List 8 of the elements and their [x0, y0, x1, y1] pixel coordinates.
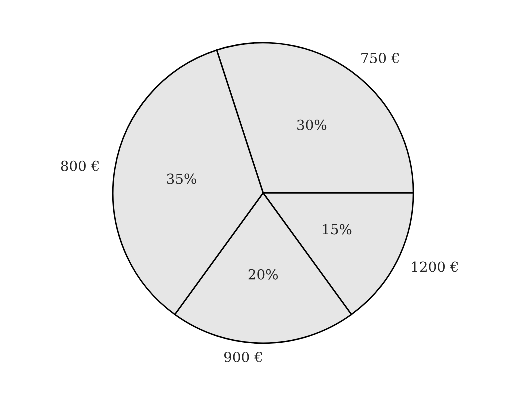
data-label: 35%: [167, 174, 196, 184]
data-label: 30%: [298, 120, 327, 130]
data-label: 15%: [323, 224, 352, 235]
slice-label: 1200 €: [412, 262, 458, 272]
slice-label: 800 €: [61, 160, 100, 172]
data-label: 20%: [248, 269, 278, 280]
slice-label: 750 €: [362, 53, 400, 64]
slice-label: 900 €: [224, 352, 262, 362]
